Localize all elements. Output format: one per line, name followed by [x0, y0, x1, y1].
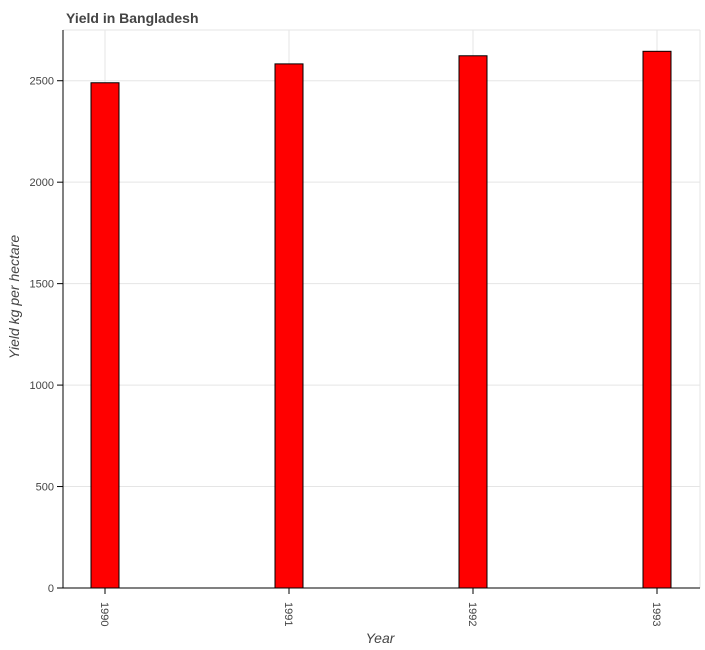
x-tick-label: 1992	[466, 602, 478, 626]
y-tick-label: 2000	[30, 177, 54, 189]
y-tick-label: 2500	[30, 76, 54, 88]
y-tick-label: 0	[48, 583, 54, 595]
bar-1990	[90, 82, 120, 589]
chart-title: Yield in Bangladesh	[66, 10, 199, 26]
x-tick-label: 1990	[98, 602, 110, 626]
tick-labels: 0 500 1000 1500 2000 2500 1990 1991 1992 1993	[30, 76, 662, 627]
bar-1991	[274, 63, 304, 589]
y-tick-label: 1000	[30, 380, 54, 392]
bar-1993	[642, 50, 672, 589]
axes	[57, 30, 700, 594]
bar-1992	[458, 55, 488, 589]
x-tick-label: 1993	[650, 602, 662, 626]
x-axis-label: Year	[366, 630, 396, 646]
bars	[90, 50, 672, 589]
y-tick-label: 1500	[30, 279, 54, 291]
x-tick-label: 1991	[282, 602, 294, 626]
gridlines	[63, 29, 701, 588]
y-axis-label: Yield kg per hectare	[6, 235, 22, 359]
y-tick-label: 500	[36, 482, 54, 494]
